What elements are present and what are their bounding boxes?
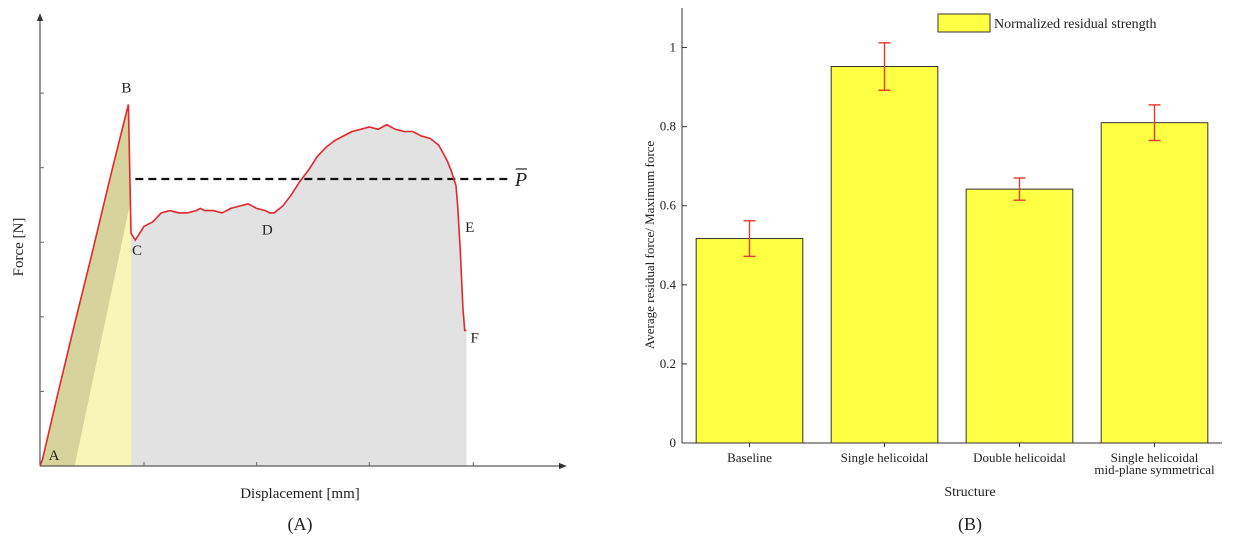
- b-x-tick-label: Single helicoidal: [1111, 450, 1199, 465]
- b-y-tick-label: 0.8: [660, 119, 676, 134]
- a-axis-ticks: [40, 92, 474, 466]
- a-point-label-b: B: [121, 80, 131, 96]
- b-x-tick-label: Baseline: [727, 450, 772, 465]
- a-y-axis-label: Force [N]: [11, 218, 27, 277]
- b-legend: Normalized residual strength: [937, 13, 1157, 33]
- b-y-axis-label: Average residual force/ Maximum force: [642, 141, 657, 350]
- a-point-label-c: C: [132, 243, 142, 259]
- a-point-label-d: D: [262, 223, 273, 239]
- a-point-label-f: F: [470, 330, 478, 346]
- b-legend-label: Normalized residual strength: [994, 17, 1157, 32]
- b-bar: [695, 238, 804, 444]
- panel-b-label: (B): [958, 514, 982, 535]
- b-y-tick-label: 0.2: [660, 356, 676, 371]
- b-x-axis-label: Structure: [944, 485, 995, 500]
- dissipated-energy-area: [131, 124, 467, 466]
- b-y-tick-label: 0: [670, 435, 677, 450]
- b-bar: [1100, 122, 1209, 444]
- average-force-label: P: [514, 169, 527, 191]
- a-point-label-e: E: [465, 220, 474, 236]
- panel-a-force-displacement: P A B C D E F Displacement [mm] Force [N] (A): [11, 13, 567, 535]
- b-legend-swatch: [937, 13, 991, 33]
- b-x-tick-label: Single helicoidal: [841, 450, 929, 465]
- force-displacement-curve: [39, 104, 467, 467]
- b-y-tick-label: 1: [670, 40, 677, 55]
- b-y-tick-label: 0.6: [660, 198, 677, 213]
- b-y-ticks: 0 0.2 0.4 0.6 0.8 1: [660, 40, 687, 450]
- b-x-tick-label: mid-plane symmetrical: [1094, 462, 1215, 477]
- b-y-tick-label: 0.4: [660, 277, 677, 292]
- a-point-labels: A B C D E F: [49, 80, 479, 464]
- b-x-tick-label: Double helicoidal: [973, 450, 1066, 465]
- b-error-bars: [743, 42, 1161, 258]
- panel-b-bar-chart: 0 0.2 0.4 0.6 0.8 1 Baseline Single helicoidal…: [642, 8, 1222, 535]
- a-x-axis-label: Displacement [mm]: [240, 486, 360, 502]
- b-bar: [830, 66, 939, 444]
- panel-a-label: (A): [288, 514, 313, 535]
- a-point-label-a: A: [49, 448, 60, 464]
- b-bars: [695, 66, 1209, 444]
- b-x-tick-labels: Baseline Single helicoidal Double helicoid…: [727, 443, 1215, 477]
- b-bar: [965, 188, 1074, 444]
